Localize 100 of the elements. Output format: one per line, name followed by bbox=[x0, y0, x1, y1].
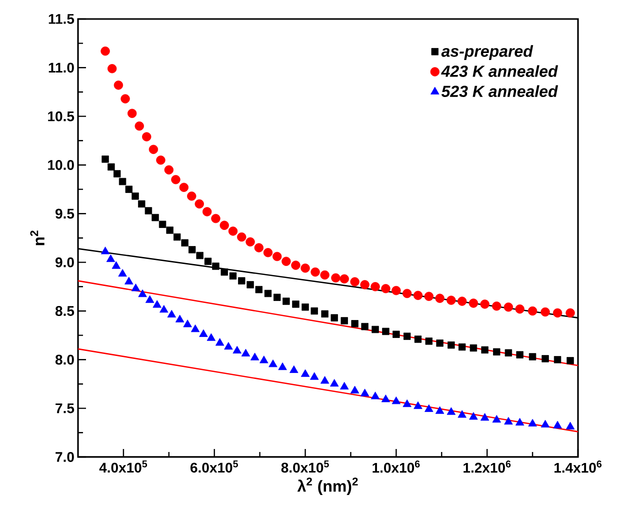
point bbox=[566, 422, 575, 430]
point bbox=[263, 248, 273, 258]
point bbox=[199, 329, 208, 337]
point bbox=[331, 273, 340, 282]
point bbox=[107, 64, 117, 74]
point bbox=[112, 261, 121, 269]
point bbox=[167, 310, 176, 318]
point bbox=[131, 284, 140, 292]
point bbox=[340, 382, 349, 390]
point bbox=[458, 410, 466, 418]
point bbox=[382, 328, 390, 336]
point bbox=[469, 412, 478, 420]
point bbox=[340, 317, 348, 324]
point bbox=[134, 121, 144, 131]
point bbox=[542, 355, 549, 362]
point bbox=[350, 386, 360, 394]
point bbox=[302, 303, 309, 311]
x-tick-label: 4.0x10$^{5}$ bbox=[99, 460, 148, 473]
x-axis-title: λ$^{2}$ (nm)$^{2}$ bbox=[297, 478, 358, 496]
point bbox=[330, 314, 338, 322]
point bbox=[424, 292, 434, 301]
point bbox=[120, 94, 130, 104]
y-tick-label: 7.0 bbox=[56, 452, 74, 462]
x-tick-label: 8.0x10$^{5}$ bbox=[281, 460, 329, 473]
legend-label: 423 K annealed bbox=[441, 65, 558, 77]
point bbox=[566, 357, 574, 364]
y-tick-label: 11.5 bbox=[48, 14, 74, 24]
point bbox=[181, 239, 188, 246]
point bbox=[392, 396, 401, 404]
point bbox=[310, 372, 319, 380]
point bbox=[413, 290, 423, 300]
point bbox=[320, 270, 330, 280]
point bbox=[435, 406, 444, 414]
point bbox=[515, 304, 524, 314]
point bbox=[246, 281, 254, 288]
point bbox=[232, 346, 242, 354]
point bbox=[118, 269, 127, 277]
point bbox=[282, 298, 290, 305]
point bbox=[292, 300, 300, 308]
point bbox=[403, 332, 411, 340]
point bbox=[175, 314, 184, 322]
point bbox=[118, 178, 126, 186]
y-tick-label: 10.0 bbox=[48, 160, 74, 170]
point bbox=[320, 376, 330, 384]
point bbox=[260, 356, 268, 364]
point bbox=[125, 186, 133, 193]
x-tick-label: 1.0x10$^{6}$ bbox=[372, 460, 420, 473]
point bbox=[188, 246, 196, 254]
point bbox=[540, 307, 550, 317]
point bbox=[291, 260, 300, 270]
point bbox=[504, 416, 513, 425]
point bbox=[493, 348, 500, 356]
point bbox=[528, 306, 538, 316]
point bbox=[446, 407, 456, 415]
point bbox=[566, 308, 575, 318]
point bbox=[152, 300, 162, 308]
point bbox=[381, 284, 390, 294]
point bbox=[156, 156, 166, 165]
point bbox=[300, 369, 310, 377]
point bbox=[202, 207, 212, 216]
point bbox=[215, 338, 224, 346]
point bbox=[446, 296, 456, 305]
x-tick-label: 1.2x10$^{6}$ bbox=[464, 460, 511, 473]
point bbox=[321, 310, 328, 318]
point bbox=[224, 342, 233, 350]
point bbox=[152, 214, 159, 222]
point bbox=[372, 326, 379, 334]
point bbox=[138, 200, 146, 208]
point bbox=[553, 420, 562, 428]
point bbox=[220, 268, 228, 276]
point bbox=[158, 220, 166, 228]
point bbox=[492, 415, 501, 423]
point bbox=[552, 308, 562, 318]
point bbox=[179, 182, 189, 192]
y-tick-label: 8.0 bbox=[55, 354, 74, 365]
point bbox=[254, 243, 264, 252]
legend-label: 523 K annealed bbox=[441, 85, 558, 98]
point bbox=[166, 226, 174, 234]
point bbox=[268, 360, 278, 368]
y-tick-label: 8.5 bbox=[55, 306, 74, 316]
point bbox=[228, 226, 238, 236]
y-tick-label: 11.0 bbox=[48, 62, 74, 73]
point bbox=[206, 333, 216, 341]
point bbox=[457, 296, 467, 306]
point bbox=[255, 286, 263, 294]
point bbox=[211, 214, 220, 224]
point bbox=[238, 277, 246, 284]
y-tick-label: 9.5 bbox=[55, 208, 74, 219]
point bbox=[138, 289, 147, 298]
point bbox=[515, 418, 524, 426]
point bbox=[414, 401, 422, 409]
point bbox=[148, 144, 158, 154]
x-tick-label: 6.0x10$^{5}$ bbox=[190, 460, 238, 473]
point bbox=[229, 272, 237, 280]
point bbox=[458, 343, 466, 351]
point bbox=[425, 338, 433, 345]
point bbox=[350, 277, 360, 286]
point bbox=[300, 264, 310, 273]
point bbox=[124, 276, 134, 284]
point bbox=[528, 353, 536, 360]
